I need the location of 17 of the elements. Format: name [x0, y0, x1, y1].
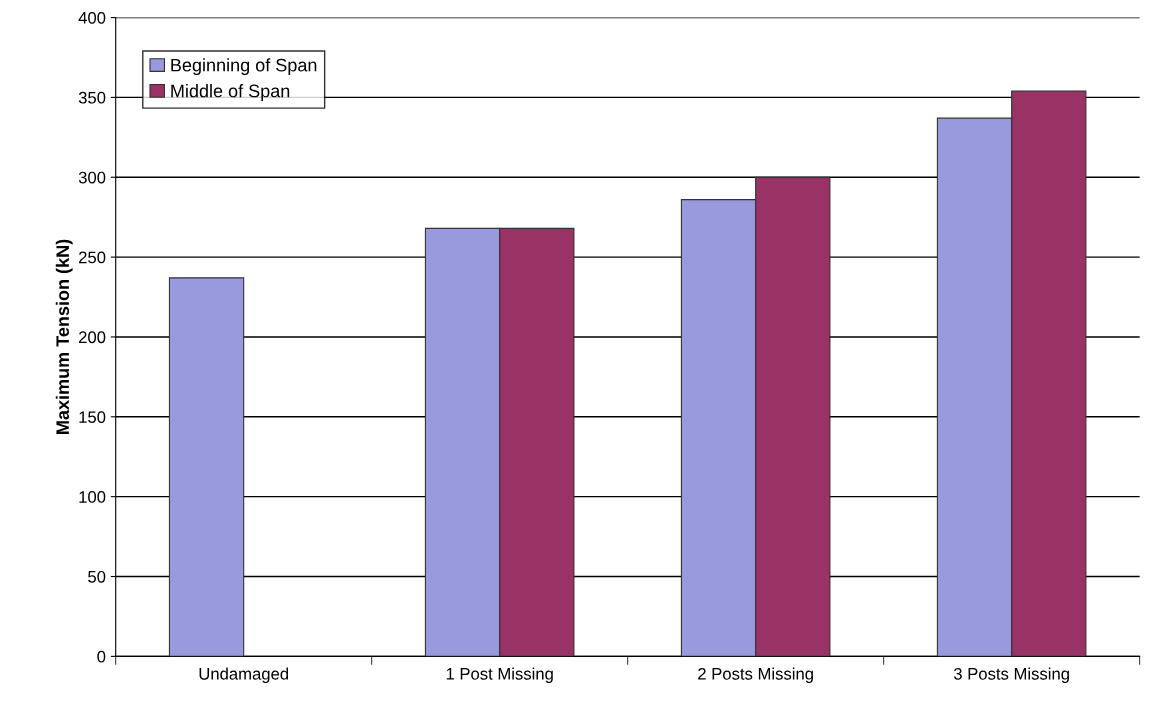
legend-label: Beginning of Span	[171, 58, 317, 76]
y-axis-title: Maximum Tension (kN)	[55, 239, 73, 434]
y-tick-label: 350	[78, 91, 106, 104]
y-tick-label: 50	[88, 570, 106, 583]
y-tick-label: 250	[79, 251, 106, 264]
x-tick-label: 2 Posts Missing	[698, 667, 813, 684]
legend-label: Middle of Span	[171, 84, 290, 101]
x-tick-label: 1 Post Missing	[446, 667, 553, 684]
bar	[168, 277, 245, 657]
x-tick-label: Undamaged	[199, 667, 289, 684]
x-tick-label: 3 Posts Missing	[953, 667, 1069, 684]
y-tick-label: 100	[79, 491, 106, 503]
y-tick-label: 300	[78, 171, 106, 184]
y-tick-label: 0	[97, 650, 106, 663]
y-tick-label: 150	[79, 411, 106, 424]
y-tick-label: 200	[79, 331, 106, 344]
y-tick-label: 400	[78, 11, 106, 24]
